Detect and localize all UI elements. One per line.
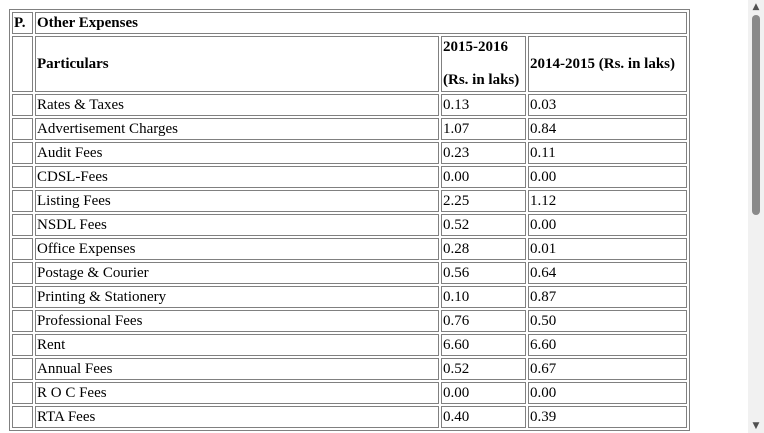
previous-year-value-cell: 0.01 [528,238,687,260]
current-year-value-cell: 1.07 [441,118,526,140]
previous-year-value-cell: 0.03 [528,94,687,116]
particular-cell: NSDL Fees [35,214,439,236]
previous-year-value-cell: 6.60 [528,334,687,356]
section-title: Other Expenses [35,12,687,34]
current-year-value-cell: 0.00 [441,382,526,404]
row-marker-cell [12,94,33,116]
scroll-down-arrow-icon[interactable]: ▼ [752,421,760,431]
current-year-value-cell: 0.23 [441,142,526,164]
particular-cell: R O C Fees [35,382,439,404]
previous-year-value-cell: 0.87 [528,286,687,308]
row-marker-cell [12,166,33,188]
section-title-row: P. Other Expenses [12,12,687,34]
header-year-current: 2015-2016 (Rs. in laks) [441,36,526,92]
particular-cell: Office Expenses [35,238,439,260]
row-marker-cell [12,118,33,140]
current-year-value-cell: 0.13 [441,94,526,116]
row-marker-cell [12,286,33,308]
particular-cell: Printing & Stationery [35,286,439,308]
current-year-value-cell: 0.00 [441,166,526,188]
scrollbar-thumb[interactable] [752,15,760,215]
current-year-value-cell: 0.56 [441,262,526,284]
table-row: Postage & Courier 0.56 0.64 [12,262,687,284]
table-row: NSDL Fees 0.52 0.00 [12,214,687,236]
section-label: P. [12,12,33,34]
previous-year-value-cell: 0.50 [528,310,687,332]
current-year-value-cell: 0.28 [441,238,526,260]
table-row: Annual Fees 0.52 0.67 [12,358,687,380]
current-year-value-cell: 6.60 [441,334,526,356]
table-row: Office Expenses 0.28 0.01 [12,238,687,260]
table-body: P. Other Expenses Particulars 2015-2016 … [12,12,687,428]
previous-year-value-cell: 0.00 [528,382,687,404]
row-marker-cell [12,238,33,260]
previous-year-value-cell: 0.11 [528,142,687,164]
particular-cell: Advertisement Charges [35,118,439,140]
table-row: Advertisement Charges 1.07 0.84 [12,118,687,140]
table-row: RTA Fees 0.40 0.39 [12,406,687,428]
row-marker-cell [12,334,33,356]
row-marker-cell [12,406,33,428]
previous-year-value-cell: 0.39 [528,406,687,428]
particular-cell: CDSL-Fees [35,166,439,188]
particular-cell: Listing Fees [35,190,439,212]
current-year-value-cell: 0.40 [441,406,526,428]
header-year-current-unit: (Rs. in laks) [443,72,520,88]
header-year-previous: 2014-2015 (Rs. in laks) [528,36,687,92]
table-row: Rates & Taxes 0.13 0.03 [12,94,687,116]
particular-cell: Postage & Courier [35,262,439,284]
previous-year-value-cell: 1.12 [528,190,687,212]
table-row: Professional Fees 0.76 0.50 [12,310,687,332]
table-row: CDSL-Fees 0.00 0.00 [12,166,687,188]
table-row: Printing & Stationery 0.10 0.87 [12,286,687,308]
current-year-value-cell: 0.52 [441,358,526,380]
particular-cell: Audit Fees [35,142,439,164]
row-marker-cell [12,310,33,332]
header-empty-cell [12,36,33,92]
particular-cell: Annual Fees [35,358,439,380]
vertical-scrollbar[interactable]: ▲ ▼ [748,0,764,433]
row-marker-cell [12,358,33,380]
column-header-row: Particulars 2015-2016 (Rs. in laks) 2014… [12,36,687,92]
header-year-current-label: 2015-2016 [443,39,508,55]
table-row: Audit Fees 0.23 0.11 [12,142,687,164]
row-marker-cell [12,262,33,284]
table-row: Listing Fees 2.25 1.12 [12,190,687,212]
row-marker-cell [12,142,33,164]
current-year-value-cell: 0.76 [441,310,526,332]
previous-year-value-cell: 0.84 [528,118,687,140]
previous-year-value-cell: 0.67 [528,358,687,380]
row-marker-cell [12,382,33,404]
previous-year-value-cell: 0.64 [528,262,687,284]
current-year-value-cell: 2.25 [441,190,526,212]
particular-cell: RTA Fees [35,406,439,428]
current-year-value-cell: 0.10 [441,286,526,308]
previous-year-value-cell: 0.00 [528,214,687,236]
current-year-value-cell: 0.52 [441,214,526,236]
document-viewport: P. Other Expenses Particulars 2015-2016 … [9,9,690,431]
previous-year-value-cell: 0.00 [528,166,687,188]
particular-cell: Rates & Taxes [35,94,439,116]
row-marker-cell [12,214,33,236]
scroll-up-arrow-icon[interactable]: ▲ [752,2,760,12]
table-row: Rent 6.60 6.60 [12,334,687,356]
table-row: R O C Fees 0.00 0.00 [12,382,687,404]
other-expenses-table: P. Other Expenses Particulars 2015-2016 … [9,9,690,431]
row-marker-cell [12,190,33,212]
particular-cell: Professional Fees [35,310,439,332]
particular-cell: Rent [35,334,439,356]
header-particulars: Particulars [35,36,439,92]
